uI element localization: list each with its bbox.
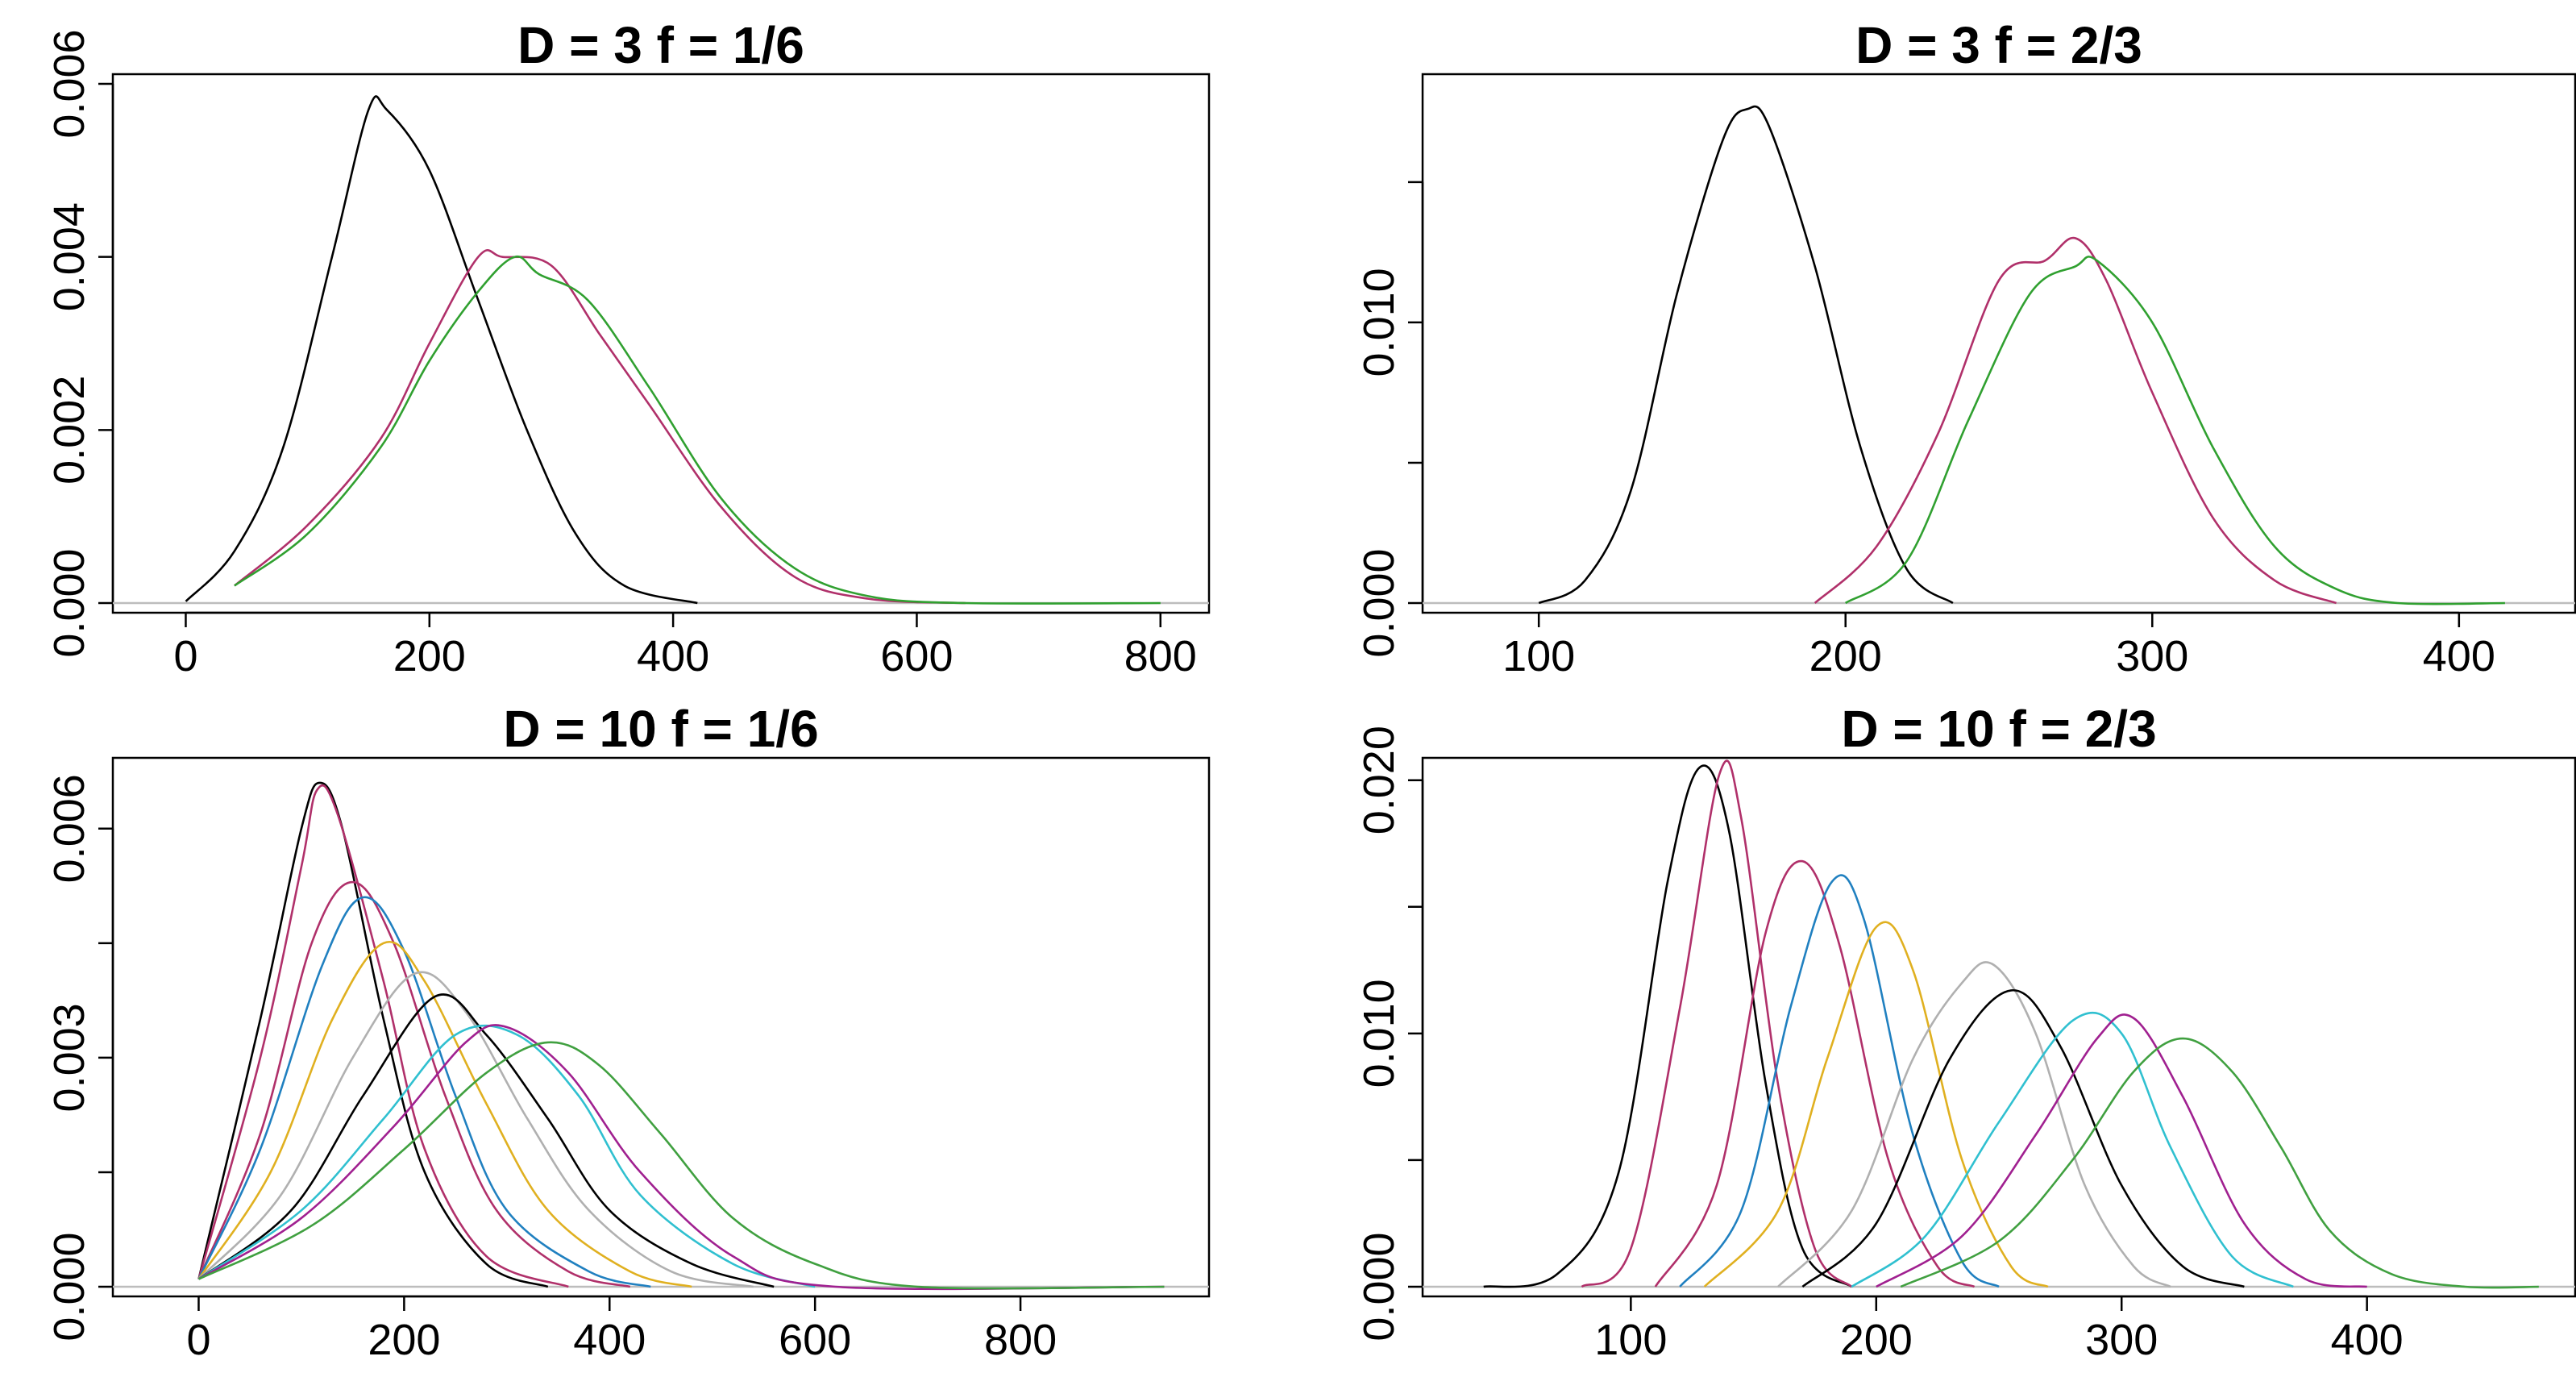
x-tick-label: 300 xyxy=(2085,1316,2158,1364)
density-curve-black xyxy=(185,95,698,605)
x-tick-label: 200 xyxy=(1809,632,1882,680)
x-tick-label: 600 xyxy=(779,1316,851,1364)
x-tick-label: 800 xyxy=(984,1316,1057,1364)
x-tick-label: 400 xyxy=(2331,1316,2404,1364)
y-tick-label: 0.006 xyxy=(45,774,93,883)
panel-1: D = 3 f = 1/60 200 400 600 8000.0000.0020.00… xyxy=(45,16,1211,680)
density-curve-black-1 xyxy=(197,781,549,1288)
x-tick-label: 0 xyxy=(173,632,197,680)
density-curve-blue xyxy=(197,896,651,1288)
y-axis: 0.000 0.010 xyxy=(1355,181,1424,658)
density-curve-cyan xyxy=(197,1024,816,1288)
density-curve-cyan xyxy=(1851,1011,2294,1288)
x-axis: 100 200 300 400 xyxy=(1594,1295,2404,1364)
density-curve-black-2 xyxy=(1801,989,2245,1288)
y-tick-label: 0.004 xyxy=(45,202,93,311)
plot-frame xyxy=(1421,73,2576,614)
density-curve-green xyxy=(234,255,1161,605)
y-tick-label: 0.000 xyxy=(1355,548,1403,657)
x-tick-label: 400 xyxy=(637,632,709,680)
density-curve-gray xyxy=(197,971,754,1288)
y-axis: 0.000 0.010 0.020 xyxy=(1355,726,1424,1342)
x-tick-label: 200 xyxy=(368,1316,440,1364)
density-curve-green xyxy=(1900,1037,2539,1289)
y-tick-label: 0.002 xyxy=(45,376,93,485)
density-curve-black-1 xyxy=(1483,764,1853,1288)
y-tick-label: 0.010 xyxy=(1355,268,1403,377)
x-tick-label: 800 xyxy=(1124,632,1197,680)
x-tick-label: 400 xyxy=(573,1316,646,1364)
density-curve-black xyxy=(1538,105,1954,605)
density-curve-magenta-2 xyxy=(1654,859,1976,1288)
density-curve-green xyxy=(197,1041,1165,1290)
density-curve-magenta xyxy=(234,249,966,605)
panel-title: D = 3 f = 1/6 xyxy=(517,16,804,74)
y-tick-label: 0.000 xyxy=(1355,1232,1403,1341)
x-tick-label: 600 xyxy=(880,632,953,680)
y-tick-label: 0.003 xyxy=(45,1003,93,1112)
panel-3: D = 10 f = 1/60 200 400 600 8000.0000.0030.0… xyxy=(45,700,1211,1364)
density-curve-yellow xyxy=(197,941,692,1288)
density-curve-blue xyxy=(1679,874,2000,1288)
density-curve-magenta-3 xyxy=(1876,1013,2367,1288)
plot-frame xyxy=(1421,756,2576,1298)
x-tick-label: 200 xyxy=(1840,1316,1913,1364)
x-tick-label: 0 xyxy=(186,1316,210,1364)
panel-title: D = 10 f = 2/3 xyxy=(1841,700,2156,758)
y-axis: 0.000 0.002 0.004 0.006 xyxy=(45,29,114,658)
y-tick-label: 0.020 xyxy=(1355,726,1403,834)
density-curve-magenta-2 xyxy=(197,880,631,1288)
y-tick-label: 0.006 xyxy=(45,29,93,138)
x-tick-label: 400 xyxy=(2423,632,2495,680)
density-curve-magenta xyxy=(1814,236,2337,605)
density-curve-magenta-1 xyxy=(1581,759,1853,1288)
density-curve-magenta-3 xyxy=(197,1024,1165,1291)
x-axis: 0 200 400 600 800 xyxy=(173,611,1197,680)
panel-2: D = 3 f = 2/3 100 200 300 400 0.000 0.010 xyxy=(1355,16,2576,680)
panel-4: D = 10 f = 2/3 100 200 300 400 0.000 0.010 0.02… xyxy=(1355,700,2576,1364)
panel-title: D = 3 f = 2/3 xyxy=(1855,16,2142,74)
x-tick-label: 200 xyxy=(393,632,466,680)
density-curve-magenta-1 xyxy=(197,784,569,1288)
x-tick-label: 100 xyxy=(1594,1316,1667,1364)
x-tick-label: 300 xyxy=(2116,632,2188,680)
x-tick-label: 100 xyxy=(1502,632,1575,680)
density-curve-green xyxy=(1844,256,2505,605)
density-curve-gray xyxy=(1777,961,2171,1288)
y-tick-label: 0.000 xyxy=(45,1232,93,1341)
plot-frame xyxy=(111,73,1211,614)
density-curve-yellow xyxy=(1703,921,2049,1288)
y-axis: 0.000 0.003 0.006 xyxy=(45,774,114,1342)
x-axis: 100 200 300 400 xyxy=(1502,611,2495,680)
x-axis: 0 200 400 600 800 xyxy=(186,1295,1057,1364)
y-tick-label: 0.010 xyxy=(1355,979,1403,1088)
panel-title: D = 10 f = 1/6 xyxy=(503,700,818,758)
y-tick-label: 0.000 xyxy=(45,548,93,657)
